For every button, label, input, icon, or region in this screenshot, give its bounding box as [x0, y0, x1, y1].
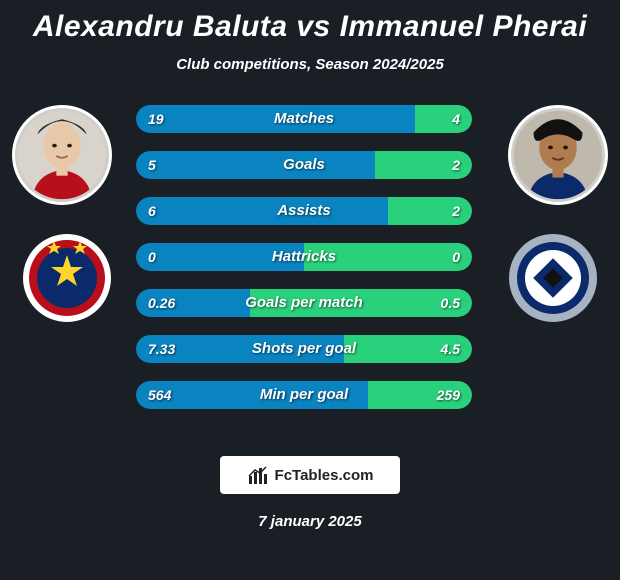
stat-value-left: 6	[148, 197, 156, 225]
stat-row: Matches19 4	[136, 105, 472, 133]
stat-row: Shots per goal7.33 4.5	[136, 335, 472, 363]
stat-value-left: 564	[148, 381, 171, 409]
stat-value-left: 5	[148, 151, 156, 179]
stat-row: Goals per match0.26 0.5	[136, 289, 472, 317]
stat-value-right: 4	[452, 105, 460, 133]
brand-icon	[247, 464, 269, 486]
page-subtitle: Club competitions, Season 2024/2025	[0, 56, 620, 73]
player-left-photo	[12, 105, 112, 205]
stat-row: Goals5 2	[136, 151, 472, 179]
stat-label: Shots per goal	[136, 335, 472, 363]
stat-bars: Matches194Goals52Assists62Hattricks00Goa…	[136, 105, 472, 427]
stat-row: Assists6 2	[136, 197, 472, 225]
date-label: 7 january 2025	[0, 513, 620, 530]
page-title: Alexandru Baluta vs Immanuel Pherai	[0, 0, 620, 44]
stat-label: Hattricks	[136, 243, 472, 271]
stat-row: Min per goal564 259	[136, 381, 472, 409]
stat-label: Goals	[136, 151, 472, 179]
brand-text: FcTables.com	[275, 467, 374, 484]
stat-label: Min per goal	[136, 381, 472, 409]
stat-value-left: 7.33	[148, 335, 175, 363]
stat-label: Matches	[136, 105, 472, 133]
stat-value-right: 0.5	[441, 289, 460, 317]
stat-value-right: 259	[437, 381, 460, 409]
club-left-logo	[22, 233, 112, 323]
stat-value-left: 0.26	[148, 289, 175, 317]
stat-value-right: 2	[452, 197, 460, 225]
stat-value-left: 19	[148, 105, 164, 133]
club-right-logo	[508, 233, 598, 323]
player-right-photo	[508, 105, 608, 205]
stat-row: Hattricks0 0	[136, 243, 472, 271]
stat-label: Assists	[136, 197, 472, 225]
stat-value-right: 2	[452, 151, 460, 179]
stat-value-right: 0	[452, 243, 460, 271]
stat-value-right: 4.5	[441, 335, 460, 363]
stat-label: Goals per match	[136, 289, 472, 317]
stat-value-left: 0	[148, 243, 156, 271]
comparison-area: Matches194Goals52Assists62Hattricks00Goa…	[0, 105, 620, 425]
brand-badge: FcTables.com	[220, 456, 400, 494]
